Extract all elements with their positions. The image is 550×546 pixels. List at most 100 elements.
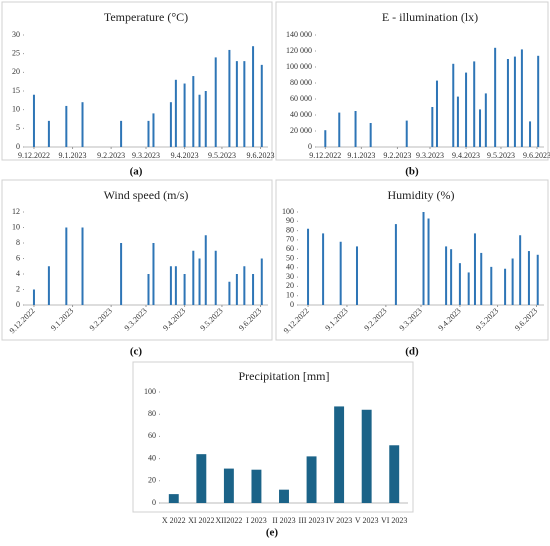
bar	[147, 274, 150, 305]
bar	[152, 113, 155, 147]
bar	[405, 120, 408, 147]
panel-label: (b)	[405, 166, 419, 178]
bar	[389, 445, 400, 503]
bar	[338, 112, 341, 147]
y-tick-label: 10	[12, 222, 20, 231]
y-tick-label: 0	[16, 142, 20, 151]
y-tick-label: 20	[12, 67, 20, 76]
y-tick-label: 0	[152, 498, 156, 507]
bar	[214, 57, 217, 147]
y-tick-label: 100	[144, 387, 156, 396]
y-tick-label: 0	[308, 142, 312, 151]
bar	[174, 79, 177, 147]
bar	[204, 91, 207, 147]
y-tick-label: 80 000	[290, 78, 312, 87]
x-tick-label: 9.1.2023	[323, 306, 349, 332]
x-tick-label: 9.4.2023	[436, 306, 462, 332]
bar	[196, 454, 207, 503]
y-tick-label: 4	[16, 269, 20, 278]
x-tick-label: 9.12.2022	[8, 306, 37, 335]
x-tick-label: XII2022	[215, 516, 242, 525]
y-tick-label: 8	[16, 238, 20, 247]
x-tick-label: 9.5.2023	[487, 151, 515, 160]
bar	[169, 266, 172, 305]
bar	[32, 289, 35, 305]
y-tick-label: 60 000	[290, 94, 312, 103]
y-tick-label: 30	[286, 272, 294, 281]
y-tick-label: 12	[12, 207, 20, 216]
bar	[47, 266, 50, 305]
panel-frame	[275, 179, 549, 341]
panel-frame	[1, 179, 273, 341]
x-tick-label: 9.6.2023	[523, 151, 550, 160]
bar	[306, 456, 317, 503]
y-tick-label: 40	[148, 453, 156, 462]
x-tick-label: 9.1.2023	[347, 151, 375, 160]
y-tick-label: 100 000	[286, 62, 312, 71]
bar	[473, 233, 476, 305]
y-tick-label: 0	[290, 300, 294, 309]
x-tick-label: 9.2.2023	[88, 306, 114, 332]
x-tick-label: 9.5.2023	[208, 151, 236, 160]
bar	[192, 250, 195, 305]
x-tick-label: 9.2.2023	[97, 151, 125, 160]
bar	[479, 109, 482, 147]
panel-label: (a)	[130, 166, 143, 178]
bar	[307, 228, 310, 305]
bar	[519, 235, 522, 305]
bar	[235, 61, 238, 148]
bar	[504, 268, 507, 305]
x-tick-label: 9.12.2022	[282, 306, 311, 335]
bar	[355, 246, 358, 305]
y-tick-label: 25	[12, 48, 20, 57]
bar	[251, 469, 262, 503]
bar	[513, 56, 516, 147]
bar	[243, 266, 246, 305]
bar	[480, 252, 483, 305]
bar	[506, 59, 509, 147]
bar	[198, 94, 201, 147]
bar	[494, 47, 497, 147]
bar	[467, 272, 470, 305]
bar	[361, 409, 372, 503]
bar	[339, 241, 342, 305]
y-tick-label: 30	[12, 30, 20, 39]
x-tick-label: I 2023	[246, 516, 267, 525]
bar	[450, 249, 453, 305]
panel-label: (d)	[405, 346, 419, 358]
bar	[527, 251, 530, 305]
bar	[422, 212, 425, 305]
bar	[394, 224, 397, 305]
bar	[81, 102, 84, 147]
y-tick-label: 100	[282, 207, 294, 216]
y-tick-label: 5	[16, 123, 20, 132]
y-tick-label: 60	[148, 431, 156, 440]
bar	[279, 489, 289, 503]
x-tick-label: 9.1.2023	[59, 151, 87, 160]
bar	[223, 468, 234, 503]
bar	[369, 123, 372, 147]
bar	[120, 120, 123, 147]
bar	[490, 266, 493, 305]
y-tick-label: 2	[16, 284, 20, 293]
y-tick-label: 20	[286, 281, 294, 290]
x-tick-label: 9.2.2023	[362, 306, 388, 332]
x-tick-label: 9.4.2023	[161, 306, 187, 332]
bar	[536, 254, 539, 305]
y-tick-label: 10	[12, 104, 20, 113]
panel-frame	[275, 1, 549, 161]
panel-label: (e)	[266, 527, 279, 539]
bar	[183, 83, 186, 147]
y-tick-label: 50	[286, 253, 294, 262]
bar	[252, 46, 255, 148]
chart-title: Temperature (°C)	[104, 10, 188, 24]
x-tick-label: III 2023	[299, 516, 325, 525]
bar	[324, 130, 327, 147]
x-tick-label: IV 2023	[326, 516, 352, 525]
x-tick-label: 9.3.2023	[132, 151, 160, 160]
bar	[168, 494, 179, 503]
bar	[322, 233, 325, 305]
y-tick-label: 20	[148, 476, 156, 485]
bar	[354, 111, 357, 147]
